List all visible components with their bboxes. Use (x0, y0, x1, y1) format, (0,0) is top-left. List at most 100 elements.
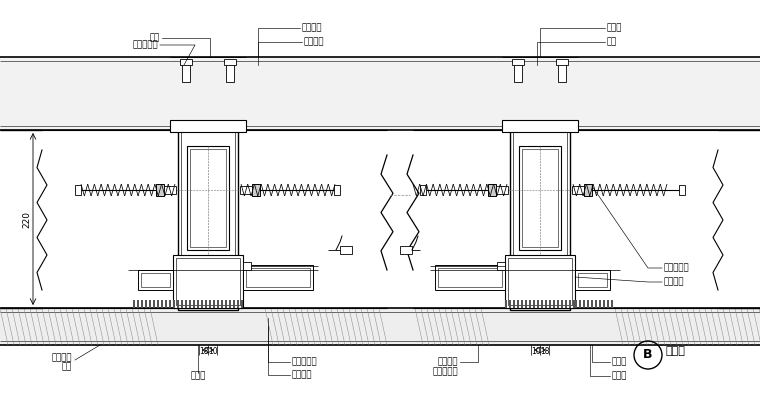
Bar (513, 131, 567, 307)
Bar (176, 258, 240, 305)
Bar (178, 128, 238, 310)
Bar (513, 300, 515, 308)
Text: 防腐垫片: 防腐垫片 (302, 24, 322, 33)
Bar (561, 300, 563, 308)
Bar (591, 300, 593, 308)
Bar (537, 300, 539, 308)
Bar (611, 300, 613, 308)
Bar (578, 273, 607, 287)
Bar (240, 186, 252, 194)
Bar (225, 300, 227, 308)
Text: 不锈钢螺栓: 不锈钢螺栓 (664, 263, 689, 272)
Bar (517, 300, 519, 308)
Bar (145, 300, 147, 308)
Bar (497, 262, 505, 270)
Text: 耐候胶: 耐候胶 (612, 358, 627, 367)
Bar (229, 300, 231, 308)
Bar (510, 128, 570, 310)
Bar (182, 62, 190, 82)
Text: 双面胶贴: 双面胶贴 (438, 358, 458, 367)
Bar (241, 300, 243, 308)
Bar (75, 185, 81, 195)
Text: 横梁: 横梁 (62, 362, 72, 371)
Text: 立柱: 立柱 (607, 37, 617, 46)
Bar (420, 185, 426, 195)
Bar (181, 300, 183, 308)
Bar (400, 246, 412, 254)
Bar (556, 59, 568, 65)
Bar (0, 308, 760, 345)
Bar (133, 300, 135, 308)
Text: 耐候胶: 耐候胶 (190, 371, 206, 380)
Text: 18: 18 (199, 347, 209, 356)
Bar (164, 186, 176, 194)
Bar (435, 265, 505, 290)
Text: 不锈钢螺栓: 不锈钢螺栓 (132, 40, 158, 50)
Bar (156, 184, 164, 196)
Bar (575, 270, 610, 290)
Bar (587, 300, 589, 308)
Text: 结构胶: 结构胶 (612, 371, 627, 380)
Bar (226, 62, 234, 82)
Bar (141, 300, 143, 308)
Text: 钢板: 钢板 (150, 33, 160, 42)
Bar (575, 300, 577, 308)
Bar (157, 300, 159, 308)
Bar (541, 300, 543, 308)
Bar (173, 300, 175, 308)
Text: 剖面图: 剖面图 (665, 346, 685, 356)
Bar (137, 300, 139, 308)
Bar (170, 120, 246, 132)
Bar (583, 300, 585, 308)
Text: 10: 10 (208, 347, 218, 356)
Bar (209, 300, 211, 308)
Bar (187, 146, 229, 250)
Bar (141, 273, 170, 287)
Bar (519, 146, 561, 250)
Bar (217, 300, 219, 308)
Bar (579, 300, 581, 308)
Text: 18: 18 (540, 347, 549, 356)
Bar (165, 300, 167, 308)
Bar (233, 300, 235, 308)
Bar (572, 186, 584, 194)
Bar (569, 300, 571, 308)
Text: 镀锌角钢: 镀锌角钢 (304, 37, 325, 46)
Bar (553, 300, 555, 308)
Bar (189, 300, 191, 308)
Bar (565, 300, 567, 308)
Bar (545, 300, 547, 308)
Bar (573, 300, 575, 308)
Text: 窗外窗框: 窗外窗框 (292, 371, 312, 380)
Bar (0, 57, 760, 130)
Bar (193, 300, 195, 308)
Bar (138, 270, 173, 290)
Bar (521, 300, 523, 308)
Bar (205, 300, 207, 308)
Bar (525, 300, 527, 308)
Text: 220: 220 (22, 211, 31, 228)
Bar (224, 59, 236, 65)
Bar (505, 255, 575, 308)
Bar (213, 300, 215, 308)
Bar (438, 268, 502, 287)
Bar (549, 300, 551, 308)
Bar (595, 300, 597, 308)
Bar (149, 300, 151, 308)
Bar (243, 262, 251, 270)
Bar (161, 300, 163, 308)
Bar (505, 300, 507, 308)
Bar (180, 59, 192, 65)
Bar (496, 186, 508, 194)
Bar (221, 300, 223, 308)
Bar (252, 184, 260, 196)
Bar (246, 268, 310, 287)
Bar (603, 300, 605, 308)
Bar (599, 300, 601, 308)
Bar (185, 300, 187, 308)
Bar (181, 131, 235, 307)
Text: 窗开启扇料: 窗开启扇料 (292, 358, 318, 367)
Bar (607, 300, 609, 308)
Bar (488, 184, 496, 196)
Bar (508, 258, 572, 305)
